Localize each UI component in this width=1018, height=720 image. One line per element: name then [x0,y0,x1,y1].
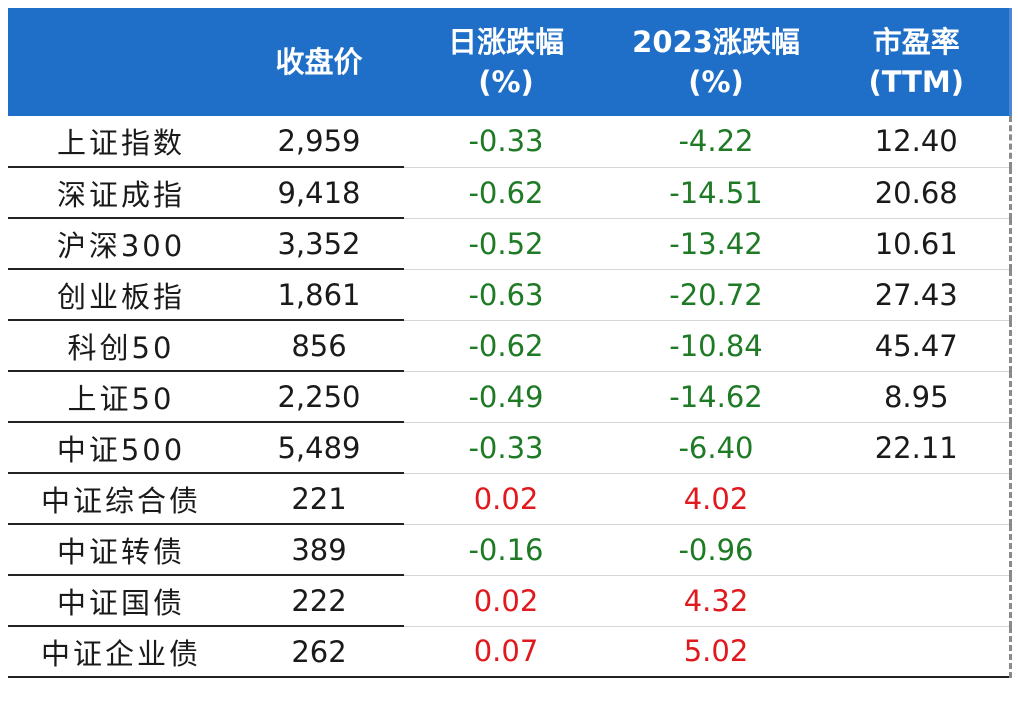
pe-ratio-cell [824,626,1012,678]
close-price-cell: 389 [234,524,404,576]
header-close-price: 收盘价 [234,8,404,116]
table-row: 中证综合债 221 0.02 4.02 [8,473,1012,525]
index-name-cell: 中证国债 [8,575,234,627]
table-header: 收盘价 日涨跌幅 (%) 2023涨跌幅 (%) 市盈率 (TTM) [8,8,1012,116]
header-ytd-change: 2023涨跌幅 (%) [608,8,824,116]
pe-ratio-cell [824,524,1012,576]
table-row: 深证成指 9,418 -0.62 -14.51 20.68 [8,167,1012,219]
index-name-cell: 沪深300 [8,218,234,270]
daily-change-cell: -0.62 [404,167,608,219]
ytd-change-cell: -10.84 [608,320,824,372]
daily-change-cell: -0.33 [404,116,608,168]
header-daily-change-unit: (%) [478,65,534,99]
table-row: 科创50 856 -0.62 -10.84 45.47 [8,320,1012,372]
daily-change-cell: -0.52 [404,218,608,270]
pe-ratio-cell: 8.95 [824,371,1012,423]
ytd-change-cell: -4.22 [608,116,824,168]
header-index-name [8,8,234,116]
ytd-change-cell: 5.02 [608,626,824,678]
daily-change-cell: -0.63 [404,269,608,321]
daily-change-cell: 0.02 [404,473,608,525]
index-name-cell: 上证指数 [8,116,234,168]
table-row: 上证50 2,250 -0.49 -14.62 8.95 [8,371,1012,423]
market-summary-table: 收盘价 日涨跌幅 (%) 2023涨跌幅 (%) 市盈率 (TTM) 上证指数 2… [8,8,1012,678]
daily-change-cell: -0.16 [404,524,608,576]
index-name-cell: 中证转债 [8,524,234,576]
close-price-cell: 1,861 [234,269,404,321]
table-row: 上证指数 2,959 -0.33 -4.22 12.40 [8,116,1012,168]
table-row: 中证企业债 262 0.07 5.02 [8,626,1012,678]
pe-ratio-cell [824,575,1012,627]
header-pe-ratio: 市盈率 (TTM) [824,8,1012,116]
ytd-change-cell: -6.40 [608,422,824,474]
ytd-change-cell: -13.42 [608,218,824,270]
index-name-cell: 中证500 [8,422,234,474]
close-price-cell: 221 [234,473,404,525]
table-row: 中证转债 389 -0.16 -0.96 [8,524,1012,576]
header-ytd-change-unit: (%) [688,65,744,99]
pe-ratio-cell: 10.61 [824,218,1012,270]
close-price-cell: 3,352 [234,218,404,270]
ytd-change-cell: -14.62 [608,371,824,423]
pe-ratio-cell: 27.43 [824,269,1012,321]
daily-change-cell: 0.07 [404,626,608,678]
pe-ratio-cell: 22.11 [824,422,1012,474]
close-price-cell: 2,959 [234,116,404,168]
daily-change-cell: -0.62 [404,320,608,372]
header-daily-change: 日涨跌幅 (%) [404,8,608,116]
index-name-cell: 深证成指 [8,167,234,219]
header-row: 收盘价 日涨跌幅 (%) 2023涨跌幅 (%) 市盈率 (TTM) [8,8,1012,116]
ytd-change-cell: -20.72 [608,269,824,321]
ytd-change-cell: -0.96 [608,524,824,576]
header-close-price-label: 收盘价 [275,45,363,79]
table-row: 中证国债 222 0.02 4.32 [8,575,1012,627]
close-price-cell: 9,418 [234,167,404,219]
pe-ratio-cell [824,473,1012,525]
ytd-change-cell: -14.51 [608,167,824,219]
index-name-cell: 中证综合债 [8,473,234,525]
pe-ratio-cell: 12.40 [824,116,1012,168]
pe-ratio-cell: 20.68 [824,167,1012,219]
table-body: 上证指数 2,959 -0.33 -4.22 12.40 深证成指 9,418 -0.62 -1… [8,116,1012,678]
daily-change-cell: 0.02 [404,575,608,627]
header-pe-ratio-unit: (TTM) [868,65,965,99]
ytd-change-cell: 4.02 [608,473,824,525]
close-price-cell: 222 [234,575,404,627]
daily-change-cell: -0.49 [404,371,608,423]
daily-change-cell: -0.33 [404,422,608,474]
index-name-cell: 科创50 [8,320,234,372]
close-price-cell: 262 [234,626,404,678]
table-row: 创业板指 1,861 -0.63 -20.72 27.43 [8,269,1012,321]
index-name-cell: 上证50 [8,371,234,423]
header-daily-change-label: 日涨跌幅 [447,25,564,59]
index-name-cell: 中证企业债 [8,626,234,678]
market-summary-table-wrap: 收盘价 日涨跌幅 (%) 2023涨跌幅 (%) 市盈率 (TTM) 上证指数 2… [8,8,1012,678]
close-price-cell: 2,250 [234,371,404,423]
close-price-cell: 856 [234,320,404,372]
ytd-change-cell: 4.32 [608,575,824,627]
header-ytd-change-label: 2023涨跌幅 [632,25,800,59]
close-price-cell: 5,489 [234,422,404,474]
table-row: 沪深300 3,352 -0.52 -13.42 10.61 [8,218,1012,270]
header-pe-ratio-label: 市盈率 [872,25,960,59]
pe-ratio-cell: 45.47 [824,320,1012,372]
table-row: 中证500 5,489 -0.33 -6.40 22.11 [8,422,1012,474]
index-name-cell: 创业板指 [8,269,234,321]
